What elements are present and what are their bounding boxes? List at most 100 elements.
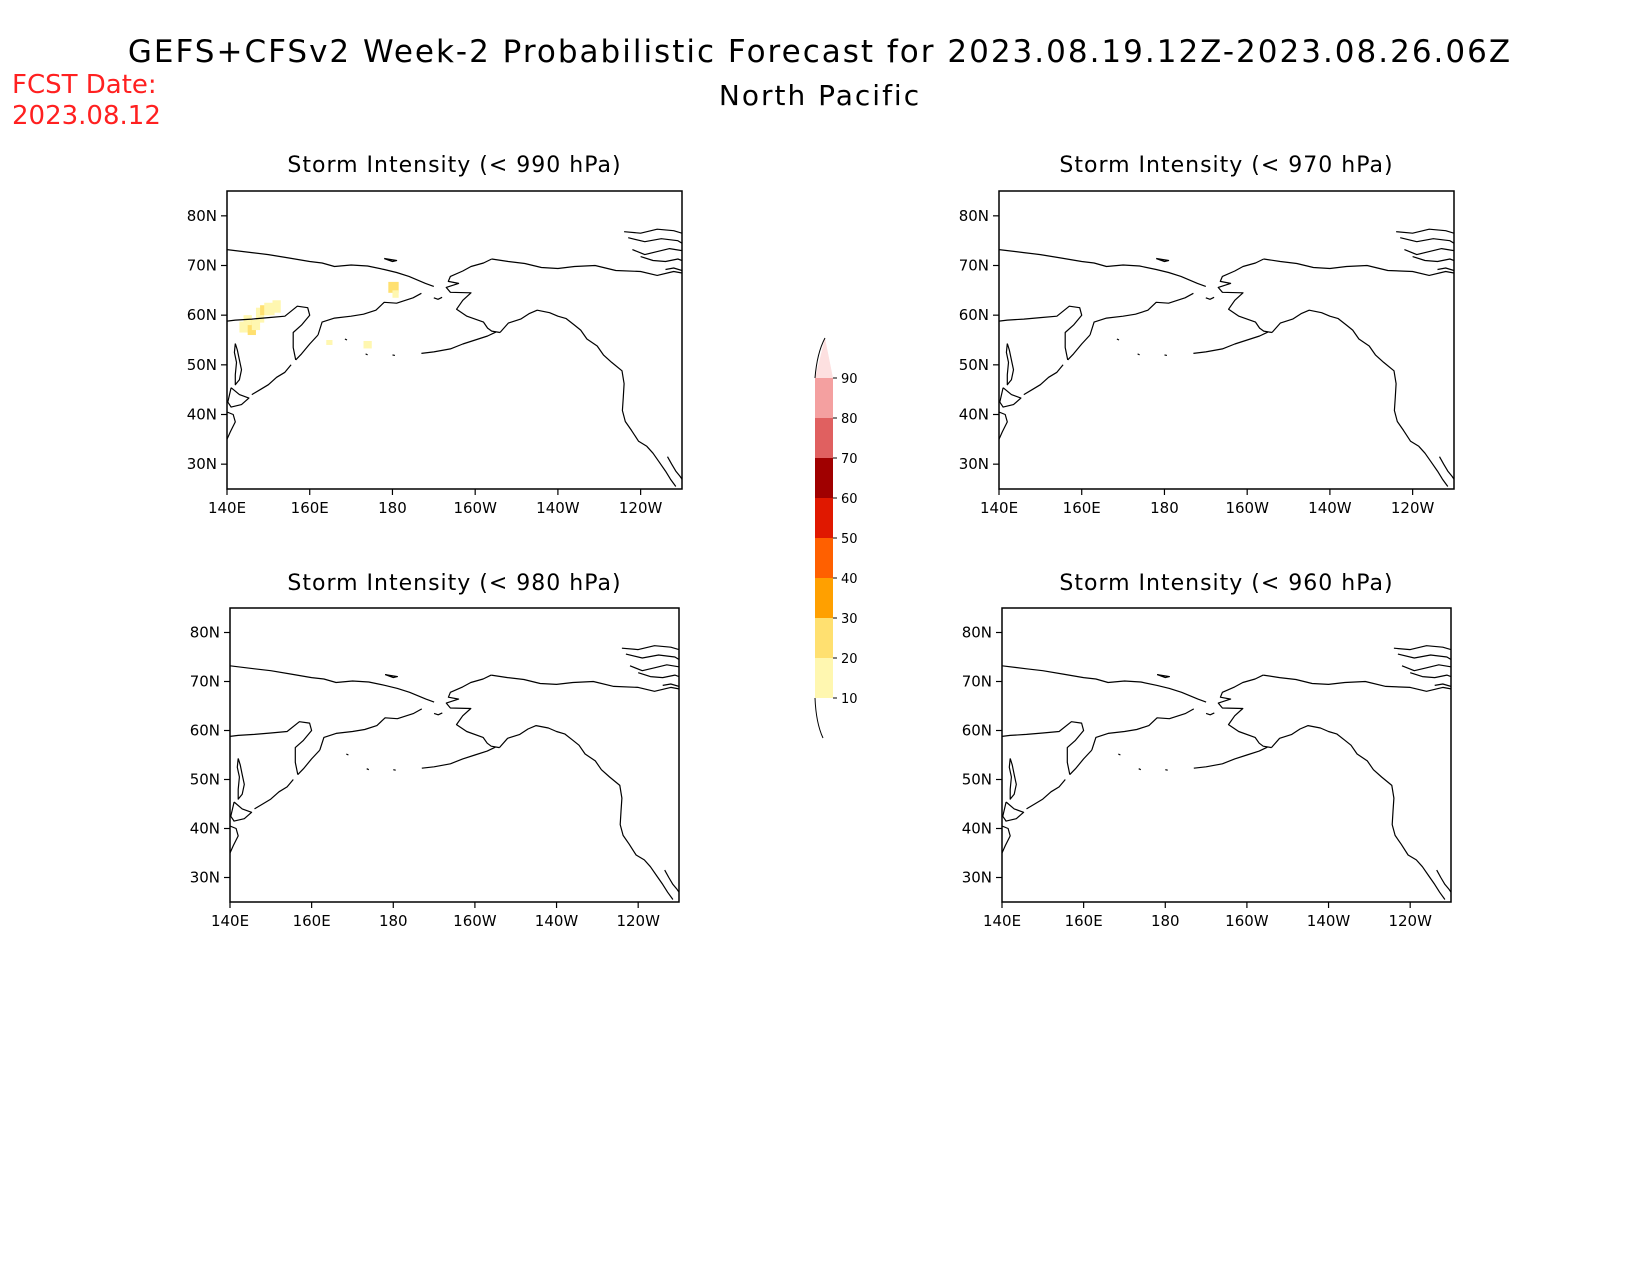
map-panel-980: Storm Intensity (< 980 hPa) 140E 160E 180 16… [190,571,680,930]
lat-tick-label: 30N [962,869,992,887]
coastline [230,721,313,775]
colorbar-label: 40 [841,572,858,587]
lon-tick-label: 140E [208,499,246,517]
colorbar-swatch [815,618,833,658]
coastline [665,267,682,272]
lon-tick-label: 120W [1391,499,1435,517]
coastline [638,672,679,679]
coastline [1193,746,1268,769]
lon-tick-label: 120W [619,499,663,517]
colorbar-label: 80 [841,412,858,427]
coastline [664,869,679,893]
map-panel-970: Storm Intensity (< 970 hPa) 140E 160E 180 16… [959,153,1455,517]
lon-tick-label: 180 [378,499,407,517]
lat-tick-label: 70N [190,673,220,691]
coastline [227,305,311,361]
coastline [421,746,496,769]
coastline [1434,683,1451,687]
coastline [1437,267,1454,272]
map-panel-990: Storm Intensity (< 990 hPa) 140E 160E 180 16… [187,153,683,517]
coastline [1008,758,1017,800]
colorbar-label: 60 [841,492,858,507]
lat-tick-label: 50N [962,771,992,789]
coastline [1205,712,1215,716]
lat-tick-label: 70N [959,257,989,275]
lon-tick-label: 120W [616,912,660,930]
lon-tick-label: 160W [1225,912,1269,930]
coastline [1089,292,1194,336]
colorbar-label: 50 [841,532,858,547]
lat-tick-label: 60N [959,306,989,324]
lat-tick-label: 60N [190,722,220,740]
lat-tick-label: 60N [962,722,992,740]
coastline [317,292,422,336]
coastline [1002,825,1011,854]
map-panel-960: Storm Intensity (< 960 hPa) 140E 160E 180 16… [962,571,1452,930]
lon-tick-label: 140W [536,499,580,517]
lat-tick-label: 40N [190,820,220,838]
coastline [230,801,253,822]
coastline [1404,248,1454,256]
lat-tick-label: 30N [187,455,217,473]
coastline [1410,672,1451,679]
probability-cell [243,315,252,326]
coastline [392,354,396,356]
coastline [1436,869,1451,893]
lon-tick-label: 140W [1308,499,1352,517]
coastline [421,331,497,354]
probability-cell [388,281,399,293]
coastline [625,653,679,661]
coastline [251,364,292,396]
coastline [1002,801,1025,822]
coastline [629,664,679,672]
probability-cell [251,320,261,331]
map-frame [226,190,683,490]
coastline [227,411,236,440]
coastline [1271,309,1449,487]
coastline [297,749,321,776]
lat-tick-label: 80N [959,207,989,225]
lon-tick-label: 140W [1307,912,1351,930]
coastline [445,674,500,749]
coastline [227,387,250,408]
probability-cell [326,340,333,345]
colorbar-label: 20 [841,652,858,667]
panel-title: Storm Intensity (< 980 hPa) [287,571,621,596]
coastline [499,309,677,487]
coastline [230,825,239,854]
coastline [1164,354,1168,356]
coastline [662,683,679,687]
lat-tick-label: 50N [959,356,989,374]
panel-title: Storm Intensity (< 960 hPa) [1059,571,1393,596]
coastline [628,237,682,244]
coastline [233,343,243,386]
coastline [384,674,398,679]
lon-tick-label: 140E [980,499,1018,517]
coastline [1002,665,1207,703]
lat-tick-label: 30N [190,869,220,887]
lon-tick-label: 160E [1063,499,1101,517]
colorbar-label: 90 [841,372,858,387]
colorbar-swatch [815,578,833,618]
coastline [999,411,1008,440]
coastline [254,779,294,810]
lat-tick-label: 80N [962,624,992,642]
coastline [1217,674,1272,749]
lon-tick-label: 140W [535,912,579,930]
lon-tick-label: 180 [1151,912,1180,930]
coastline [1137,353,1140,356]
lat-tick-label: 70N [962,673,992,691]
lat-tick-label: 80N [187,207,217,225]
probability-cell [264,302,275,316]
coastline [227,249,435,287]
colorbar-swatch [815,378,833,418]
lon-tick-label: 120W [1388,912,1432,930]
coastline [999,305,1083,361]
lat-tick-label: 50N [187,356,217,374]
coastline [445,258,501,334]
figure-title: GEFS+CFSv2 Week-2 Probabilistic Forecast… [128,34,1512,70]
colorbar-swatch [815,498,833,538]
panel-title: Storm Intensity (< 990 hPa) [287,153,621,178]
lat-tick-label: 40N [962,820,992,838]
coastline [666,456,682,480]
